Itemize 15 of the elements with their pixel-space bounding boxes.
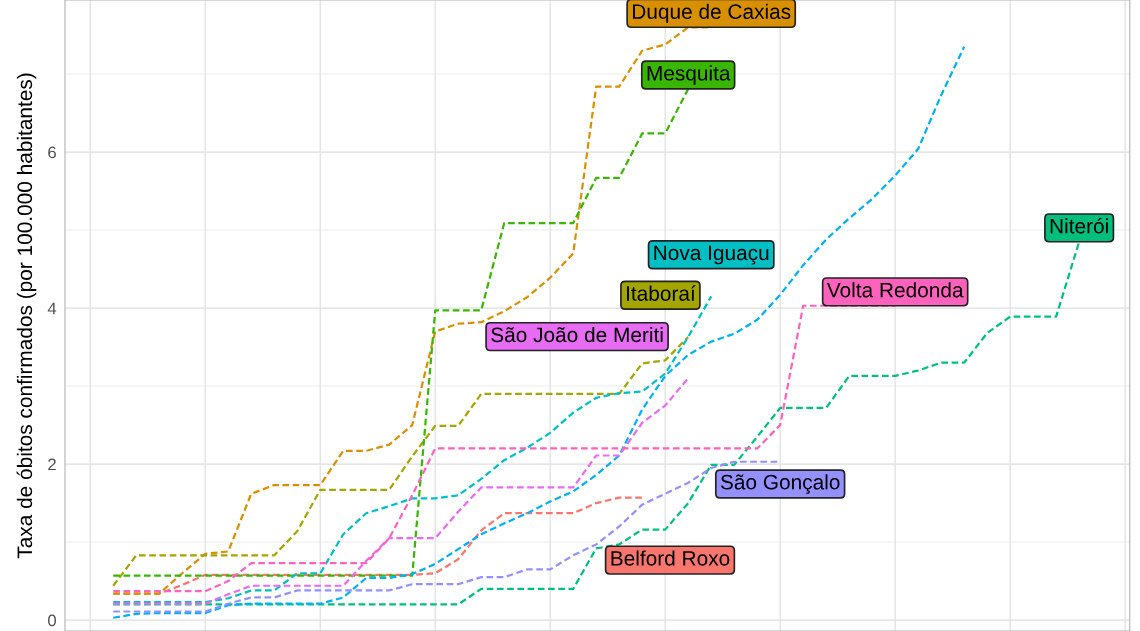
series-label: Volta Redonda [826,282,964,298]
series-label: São Gonçalo [720,474,840,494]
y-tick-label: 6 [48,146,56,159]
y-axis-title: Taxa de óbitos confirmados (por 100.000 habitantes) [16,73,37,559]
series-label: Niterói [1050,217,1108,234]
series-label: Itaboraí [627,285,696,301]
text: Belford Roxo [611,550,730,566]
series-label: Mesquita [647,65,731,85]
text: São João de Meriti [491,326,663,343]
y-tick-label: 0 [48,614,56,627]
y-tick-label: 2 [48,458,56,471]
line-series [112,45,966,619]
y-tick-label: 4 [47,302,57,315]
series-label: Duque de Caxias [633,3,791,24]
series-label: Nova Iguaçu [654,245,769,265]
